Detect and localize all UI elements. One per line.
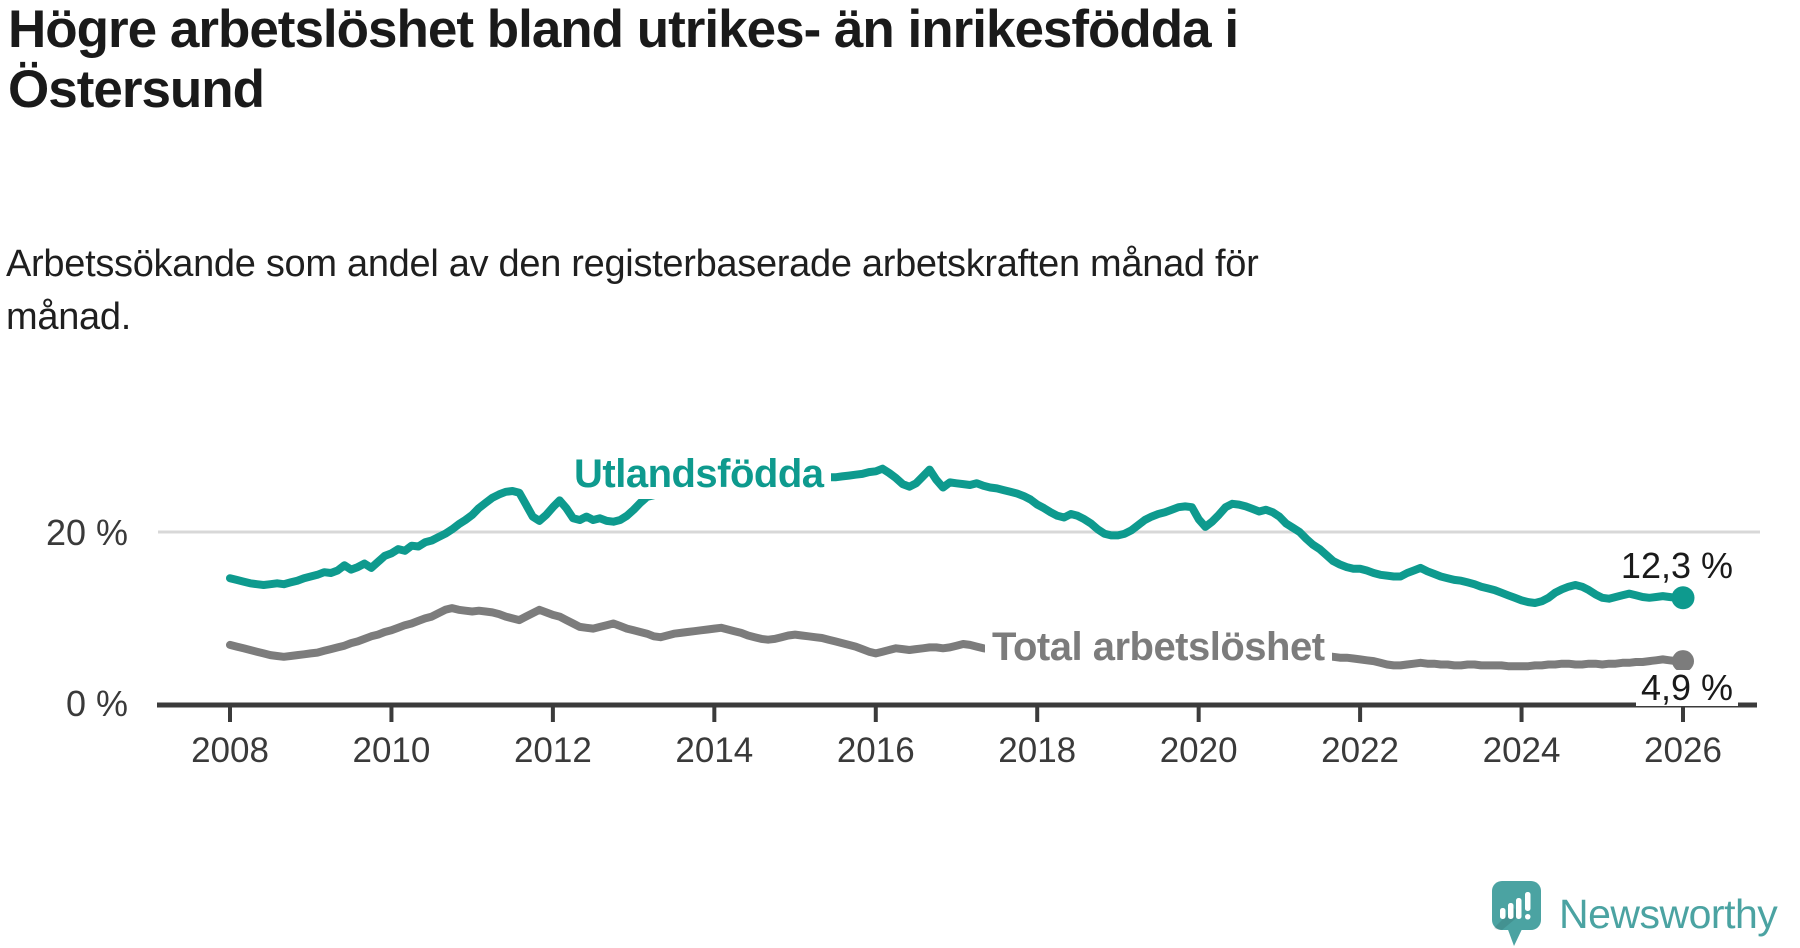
newsworthy-branding: Newsworthy <box>1492 881 1778 948</box>
subtitle-line-1: Arbetssökande som andel av den registerb… <box>6 243 1259 285</box>
newsworthy-wordmark: Newsworthy <box>1559 891 1778 937</box>
end-dot-utlandsfodda <box>1671 586 1695 610</box>
subtitle-line-2: månad. <box>6 296 131 338</box>
x-tick-label-2014: 2014 <box>675 731 754 770</box>
x-tick-label-2024: 2024 <box>1482 731 1561 770</box>
x-axis-ticks <box>228 705 1685 722</box>
line-utlandsfodda <box>226 464 1687 607</box>
series-label-utlandsfodda: Utlandsfödda <box>567 450 831 499</box>
value-label-total-arbetsloshet: 4,9 % <box>1635 670 1738 706</box>
title-line-1: Högre arbetslöshet bland utrikes- än inr… <box>8 0 1239 59</box>
page-title: Högre arbetslöshet bland utrikes- än inr… <box>8 0 1239 120</box>
y-tick-label-0: 0 % <box>65 683 128 724</box>
chart-subtitle: Arbetssökande som andel av den registerb… <box>6 238 1259 344</box>
x-tick-label-2026: 2026 <box>1644 731 1722 770</box>
value-label-utlandsfodda: 12,3 % <box>1615 548 1738 584</box>
y-tick-label-20: 20 % <box>45 512 128 553</box>
x-tick-label-2016: 2016 <box>836 731 915 770</box>
x-tick-label-2012: 2012 <box>513 731 592 770</box>
x-tick-label-2018: 2018 <box>998 731 1077 770</box>
x-tick-label-2022: 2022 <box>1321 731 1400 770</box>
x-tick-label-2010: 2010 <box>352 731 431 770</box>
title-line-2: Östersund <box>8 60 265 119</box>
line-total-arbetsloshet <box>226 604 1687 671</box>
series-label-total-arbetsloshet: Total arbetslöshet <box>985 623 1332 672</box>
x-tick-label-2020: 2020 <box>1159 731 1238 770</box>
newsworthy-logo-icon <box>1492 881 1541 946</box>
x-tick-label-2008: 2008 <box>191 731 269 770</box>
end-dot-total-arbetsloshet <box>1672 650 1694 673</box>
